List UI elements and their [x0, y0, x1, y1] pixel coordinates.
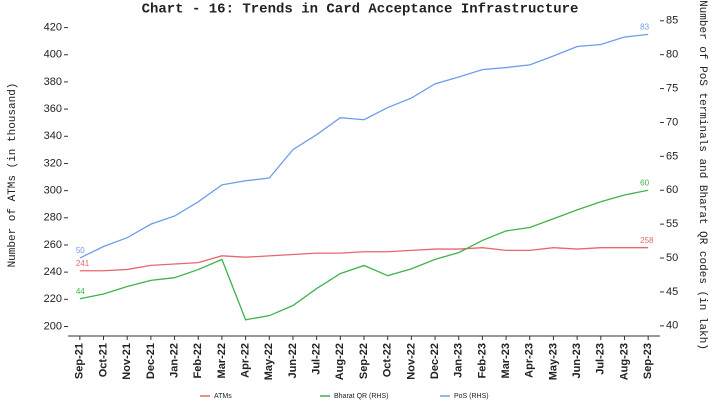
- data-label: 50: [76, 246, 85, 255]
- y2-axis-title: Number of PoS terminals and Bharat QR co…: [696, 0, 708, 350]
- x-tick-label: May-22: [263, 343, 275, 380]
- x-tick-label: Sep-22: [358, 343, 370, 379]
- y-tick-label: 300: [44, 185, 62, 197]
- y2-tick-label: 60: [666, 184, 678, 196]
- x-tick-label: Apr-23: [524, 343, 536, 378]
- y-tick-label: 220: [44, 293, 62, 305]
- x-tick-label: Feb-22: [192, 343, 204, 378]
- data-label: 60: [640, 178, 649, 187]
- x-tick-label: Dec-21: [145, 343, 157, 379]
- y-tick-label: 360: [44, 103, 62, 115]
- y-tick-label: 420: [44, 21, 62, 33]
- y-axis-title: Number of ATMs (in thousand): [7, 83, 19, 268]
- x-tick-label: Sep-23: [642, 343, 654, 379]
- legend-label: ATMs: [214, 393, 232, 400]
- x-tick-label: Nov-22: [405, 343, 417, 380]
- data-label: 44: [76, 287, 85, 296]
- y-tick-label: 200: [44, 320, 62, 332]
- y2-tick-label: 80: [666, 49, 678, 61]
- series-line: [79, 189, 649, 321]
- x-tick-label: Jul-23: [595, 343, 607, 375]
- y2-tick-label: 40: [666, 320, 678, 332]
- data-label: 258: [640, 236, 654, 245]
- y2-tick-label: 65: [666, 150, 678, 162]
- x-tick-label: Dec-22: [429, 343, 441, 379]
- y-tick-label: 380: [44, 76, 62, 88]
- y-tick-label: 260: [44, 239, 62, 251]
- x-tick-label: Nov-21: [121, 343, 133, 380]
- x-tick-label: Jun-22: [287, 343, 299, 378]
- series-line: [79, 33, 649, 259]
- x-tick-label: Oct-22: [382, 343, 394, 377]
- x-tick-label: Oct-21: [97, 343, 109, 377]
- y2-tick-label: 55: [666, 218, 678, 230]
- y2-tick-label: 85: [666, 15, 678, 27]
- y2-tick-label: 70: [666, 116, 678, 128]
- x-tick-label: Mar-23: [500, 343, 512, 378]
- x-tick-label: Mar-22: [216, 343, 228, 378]
- y2-tick-label: 45: [666, 286, 678, 298]
- legend-label: PoS (RHS): [454, 393, 489, 400]
- x-tick-label: Jan-23: [453, 343, 465, 378]
- chart-title: Chart - 16: Trends in Card Acceptance In…: [142, 2, 579, 18]
- x-tick-label: Sep-21: [74, 343, 86, 379]
- y-tick-label: 340: [44, 130, 62, 142]
- x-tick-label: Aug-22: [334, 343, 346, 380]
- y-tick-label: 240: [44, 266, 62, 278]
- y2-tick-label: 50: [666, 252, 678, 264]
- y-tick-label: 320: [44, 157, 62, 169]
- y-tick-label: 400: [44, 49, 62, 61]
- y-tick-label: 280: [44, 212, 62, 224]
- legend-label: Bharat QR (RHS): [334, 393, 388, 400]
- x-tick-label: Jun-23: [571, 343, 583, 378]
- data-label: 83: [640, 22, 649, 31]
- x-tick-label: Aug-23: [618, 343, 630, 380]
- data-label: 241: [76, 259, 90, 268]
- x-tick-label: Jul-22: [311, 343, 323, 375]
- series-line: [79, 247, 649, 272]
- x-tick-label: Jan-22: [168, 343, 180, 378]
- x-tick-label: May-23: [547, 343, 559, 380]
- y2-tick-label: 75: [666, 82, 678, 94]
- x-tick-label: Feb-23: [476, 343, 488, 378]
- x-tick-label: Apr-22: [240, 343, 252, 378]
